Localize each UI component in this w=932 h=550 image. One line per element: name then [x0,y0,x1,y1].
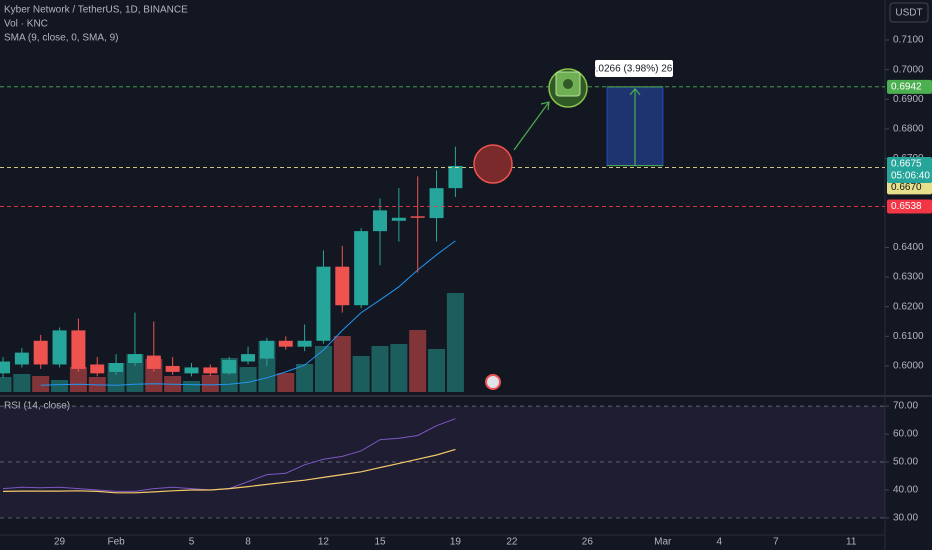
candle-body [354,231,369,306]
candle-body [278,340,293,347]
rsi-tick-label: 30.00 [893,513,918,524]
candle-body [222,360,237,374]
volume-bar [296,364,314,392]
sma-legend: SMA (9, close, 0, SMA, 9) [4,33,118,44]
position-arrowhead [629,87,641,96]
entry-circle [473,144,513,184]
x-tick-label: 8 [245,537,251,548]
candle-body [52,330,67,365]
rsi-legend: RSI (14, close) [4,401,70,412]
trend-arrow [513,101,550,151]
last-price-bg [887,156,932,183]
candle-body [297,340,312,347]
price-line-label-bg [887,79,932,94]
candle-body [259,340,274,359]
volume-bar [239,367,257,392]
x-tick-label: 29 [54,537,66,548]
flag-icon [485,374,501,390]
volume-bar [51,380,69,392]
y-tick-label: 0.6800 [893,124,924,135]
x-tick-label: Mar [654,537,672,548]
candle-body [165,365,180,372]
x-tick-label: 22 [506,537,518,548]
chart-title: Kyber Network / TetherUS, 1D, BINANCE [4,5,188,16]
volume-bar [201,375,219,392]
candle-body [316,266,331,341]
currency: USDT [895,8,922,19]
price-line-label: 0.6538 [891,201,922,212]
volume-bar [428,349,446,392]
countdown: 05:06:40 [891,171,930,182]
rsi-tick-label: 70.00 [893,401,918,412]
candle-body [203,367,218,374]
price-line-label: 0.6942 [891,81,922,92]
price-line-label: 0.6670 [891,182,922,193]
volume-bar [409,330,427,392]
price-line-label-bg [887,180,932,195]
y-tick-label: 0.6300 [893,272,924,283]
price-line-label-bg [887,199,932,214]
y-tick-label: 0.6900 [893,94,924,105]
volume-bar [0,377,12,392]
candle-body [448,165,463,189]
y-tick-label: 0.6000 [893,361,924,372]
candle-body [391,217,406,221]
volume-bar [32,376,50,392]
x-tick-label: 11 [846,537,857,548]
volume-bar [69,367,87,392]
candle-body [184,367,199,374]
candle-body [241,354,256,362]
x-tick-label: 4 [717,537,723,548]
rsi-tick-label: 50.00 [893,457,918,468]
rsi-tick-label: 40.00 [893,485,918,496]
volume-bar [390,344,408,392]
candle-body [71,330,86,369]
candle-body [109,362,124,372]
sma-line [40,240,456,386]
volume-legend: Vol · KNC [4,19,48,30]
candle-body [0,361,10,374]
candle-body [127,354,142,363]
volume-bar [352,356,370,392]
x-tick-label: 7 [773,537,779,548]
volume-bar [126,354,144,392]
rsi-tick-label: 60.00 [893,429,918,440]
volume-bar [371,346,389,392]
trend-arrowhead [540,101,550,111]
x-tick-label: 12 [318,537,330,548]
y-tick-label: 0.7000 [893,64,924,75]
candle-body [90,364,105,374]
candle-body [335,266,350,306]
x-tick-label: 26 [582,537,594,548]
y-tick-label: 0.6100 [893,331,924,342]
y-tick-label: 0.7100 [893,35,924,46]
volume-bar [314,346,332,392]
y-tick-label: 0.6200 [893,301,924,312]
position-label-bg [595,60,673,77]
candle-body [429,188,444,219]
volume-bar [277,373,295,392]
x-tick-label: 19 [450,537,462,548]
y-tick-label: 0.6400 [893,242,924,253]
volume-bar [446,293,464,392]
rsi-ma-line [2,448,456,494]
currency-button[interactable] [889,2,929,23]
x-tick-label: Feb [107,537,125,548]
candle-body [146,355,161,369]
last-price-label: 0.6675 [891,159,922,170]
candle-body [410,216,425,218]
candle-body [33,340,48,365]
x-tick-label: 15 [374,537,386,548]
x-tick-label: 5 [189,537,195,548]
volume-bar [13,374,31,392]
candle-body [14,352,29,365]
volume-bar [333,336,351,392]
money-coin [563,79,573,89]
candle-body [373,210,387,232]
volume-bar [183,381,200,392]
position-label: 0.0266 (3.98%) 266 [590,64,678,75]
